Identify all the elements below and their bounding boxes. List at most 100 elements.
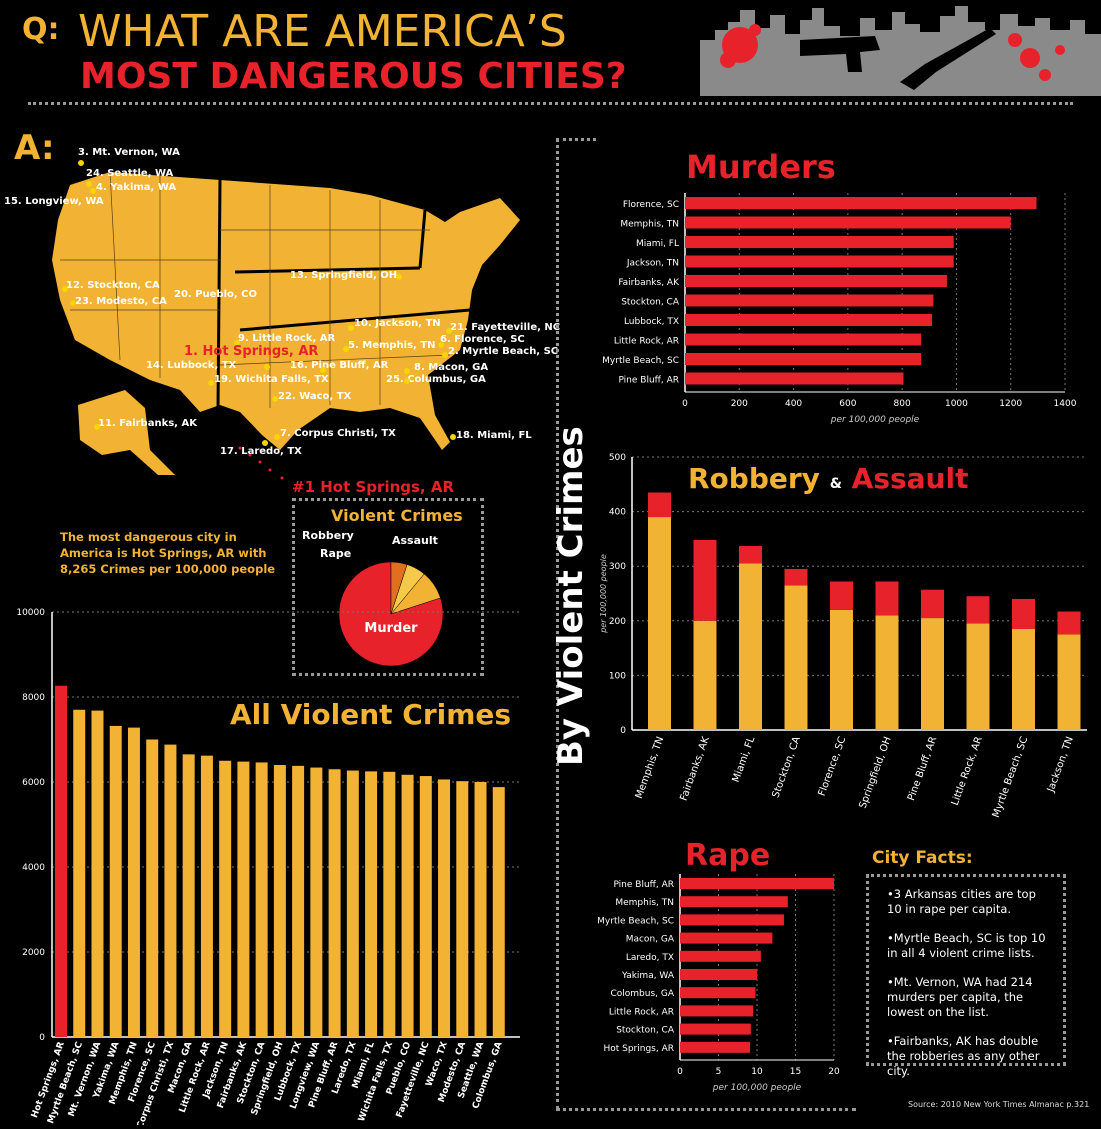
map-label-15-longview-wa: 15. Longview, WA <box>4 196 104 207</box>
us-map <box>52 171 520 480</box>
category-label-lubbock-tx: Lubbock, TX <box>624 317 679 327</box>
tick-label-6000: 6000 <box>22 778 45 788</box>
x-axis-title: per 100,000 people <box>712 1083 802 1092</box>
bar-assault-florence-sc <box>830 581 853 610</box>
hot-springs-rank: #1 <box>292 478 316 496</box>
tick-label-1200: 1200 <box>999 399 1022 409</box>
murders-chart: 0 200 400 600 800 1000 1200 1400 Florence, SC Mem… <box>602 193 1077 425</box>
bar-robbery-florence-sc <box>830 609 853 730</box>
pie-label-robbery: Robbery <box>302 529 354 542</box>
tick-label-15: 15 <box>790 1067 801 1077</box>
hot-springs-heading: #1 Hot Springs, AR <box>292 478 454 496</box>
bar-longview-wa <box>310 767 323 1037</box>
tick-label-200: 200 <box>731 399 748 409</box>
bar-assault-springfield-oh <box>875 581 899 616</box>
map-dot-14-lubbock-tx <box>264 364 270 370</box>
tick-label-500: 500 <box>609 453 626 463</box>
rape-chart: 0 5 10 15 20 Pine Bluff, AR Memphis, TN Myrtle … <box>597 874 840 1092</box>
bar-macon-ga <box>182 754 195 1037</box>
bar-seattle-wa <box>474 782 487 1037</box>
bar-robbery-fairbanks-ak <box>693 620 717 730</box>
section-divider-top <box>556 138 596 141</box>
bar-modesto-ca <box>456 781 469 1037</box>
rape-title: Rape <box>685 838 771 873</box>
map-label-24-seattle-wa: 24. Seattle, WA <box>86 168 174 179</box>
bar-stockton-ca <box>680 1023 751 1035</box>
tick-label-0: 0 <box>39 1033 45 1043</box>
map-label-4-yakima-wa: 4. Yakima, WA <box>96 182 177 193</box>
category-label-pine-bluff-ar: Pine Bluff, AR <box>906 735 939 802</box>
map-dot-2-myrtle-beach-sc <box>442 352 448 358</box>
section-divider-bottom <box>556 1108 856 1111</box>
bar-assault-little-rock-ar <box>966 596 990 624</box>
category-label-florence-sc: Florence, SC <box>817 735 849 797</box>
tick-label-0: 0 <box>682 399 688 409</box>
pie-title: Violent Crimes <box>331 506 463 525</box>
bar-myrtle-beach-sc <box>685 353 922 365</box>
pie-slice-murder <box>338 561 444 666</box>
bar-lubbock-tx <box>292 765 305 1037</box>
bar-jackson-tn <box>685 255 954 268</box>
bar-laredo-tx <box>346 770 359 1037</box>
bar-assault-jackson-tn <box>1057 611 1081 635</box>
map-label-16-pine-bluff-ar: 16. Pine Bluff, AR <box>290 360 389 371</box>
skyline-illustration <box>700 6 1101 96</box>
tick-label-10: 10 <box>751 1067 763 1077</box>
bar-robbery-miami-fl <box>739 563 762 730</box>
tick-label-0: 0 <box>677 1067 683 1077</box>
question-label: Q: <box>22 12 60 47</box>
map-dot-7-corpus-christi-tx <box>274 434 280 440</box>
map-dot-22-waco-tx <box>272 396 278 402</box>
map-label-13-springfield-oh: 13. Springfield, OH <box>290 270 398 281</box>
category-label-miami-fl: Miami, FL <box>731 735 758 784</box>
tick-label-100: 100 <box>609 671 626 681</box>
category-label-hot-springs-ar: Hot Springs, AR <box>603 1044 674 1054</box>
category-label-pine-bluff-ar: Pine Bluff, AR <box>613 880 674 890</box>
city-facts-box: •3 Arkansas cities are top 10 in rape pe… <box>866 874 1066 1078</box>
category-label-stockton-ca: Stockton, CA <box>616 1026 675 1036</box>
by-violent-crimes-title: By Violent Crimes <box>551 426 591 766</box>
map-dot-12-stockton-ca <box>62 286 68 292</box>
city-fact-3: •Mt. Vernon, WA had 214 murders per capi… <box>887 975 1033 1019</box>
map-dot-24-seattle-wa <box>86 181 92 187</box>
map-label-10-jackson-tn: 10. Jackson, TN <box>354 318 441 329</box>
category-label-memphis-tn: Memphis, TN <box>620 220 679 230</box>
robbery-assault-title: Robbery & Assault <box>688 462 968 495</box>
x-axis-title: per 100,000 people <box>830 415 920 425</box>
bar-memphis-tn <box>685 216 1011 229</box>
category-label-yakima-wa: Yakima, WA <box>621 971 675 981</box>
city-fact-2: •Myrtle Beach, SC is top 10 in all 4 vio… <box>887 931 1046 960</box>
bar-mt-vernon-wa <box>91 710 104 1037</box>
answer-label: A: <box>14 128 55 168</box>
bar-macon-ga <box>680 932 773 944</box>
source-note: Source: 2010 New York Times Almanac p.32… <box>908 1100 1090 1109</box>
title-line-2: MOST DANGEROUS CITIES? <box>80 56 627 97</box>
pie-label-assault: Assault <box>392 534 438 547</box>
pie-chart: Robbery Rape Assault Murder <box>302 529 444 666</box>
robbery-assault-chart: 0 100 200 300 400 500 per 100,000 people Memphi… <box>599 453 1087 819</box>
tick-label-5: 5 <box>716 1067 722 1077</box>
bar-fairbanks-ak <box>237 761 250 1037</box>
category-label-colombus-ga: Colombus, GA <box>610 989 674 999</box>
y-axis-title: per 100,000 people <box>599 554 608 634</box>
map-label-23-modesto-ca: 23. Modesto, CA <box>75 296 167 307</box>
bar-pueblo-co <box>401 774 414 1037</box>
tick-label-300: 300 <box>609 562 626 572</box>
bar-robbery-little-rock-ar <box>966 623 990 730</box>
bar-lubbock-tx <box>685 314 932 326</box>
bar-waco-tx <box>438 779 451 1037</box>
map-label-12-stockton-ca: 12. Stockton, CA <box>66 280 160 291</box>
city-fact-1: •3 Arkansas cities are top 10 in rape pe… <box>887 887 1036 916</box>
city-facts-title: City Facts: <box>872 848 973 868</box>
category-label-pine-bluff-ar: Pine Bluff, AR <box>618 376 679 386</box>
bar-pine-bluff-ar <box>685 372 904 385</box>
bar-florence-sc <box>146 739 159 1037</box>
map-label-3-mt-vernon-wa: 3. Mt. Vernon, WA <box>78 147 180 158</box>
bar-stockton-ca <box>685 294 934 307</box>
bar-myrtle-beach-sc <box>680 914 784 926</box>
map-dot-17-laredo-tx <box>262 440 268 446</box>
bar-hot-springs-ar <box>680 1041 751 1053</box>
category-label-fairbanks-ak: Fairbanks, AK <box>678 735 712 803</box>
map-label-8-macon-ga: 8. Macon, GA <box>414 362 489 373</box>
